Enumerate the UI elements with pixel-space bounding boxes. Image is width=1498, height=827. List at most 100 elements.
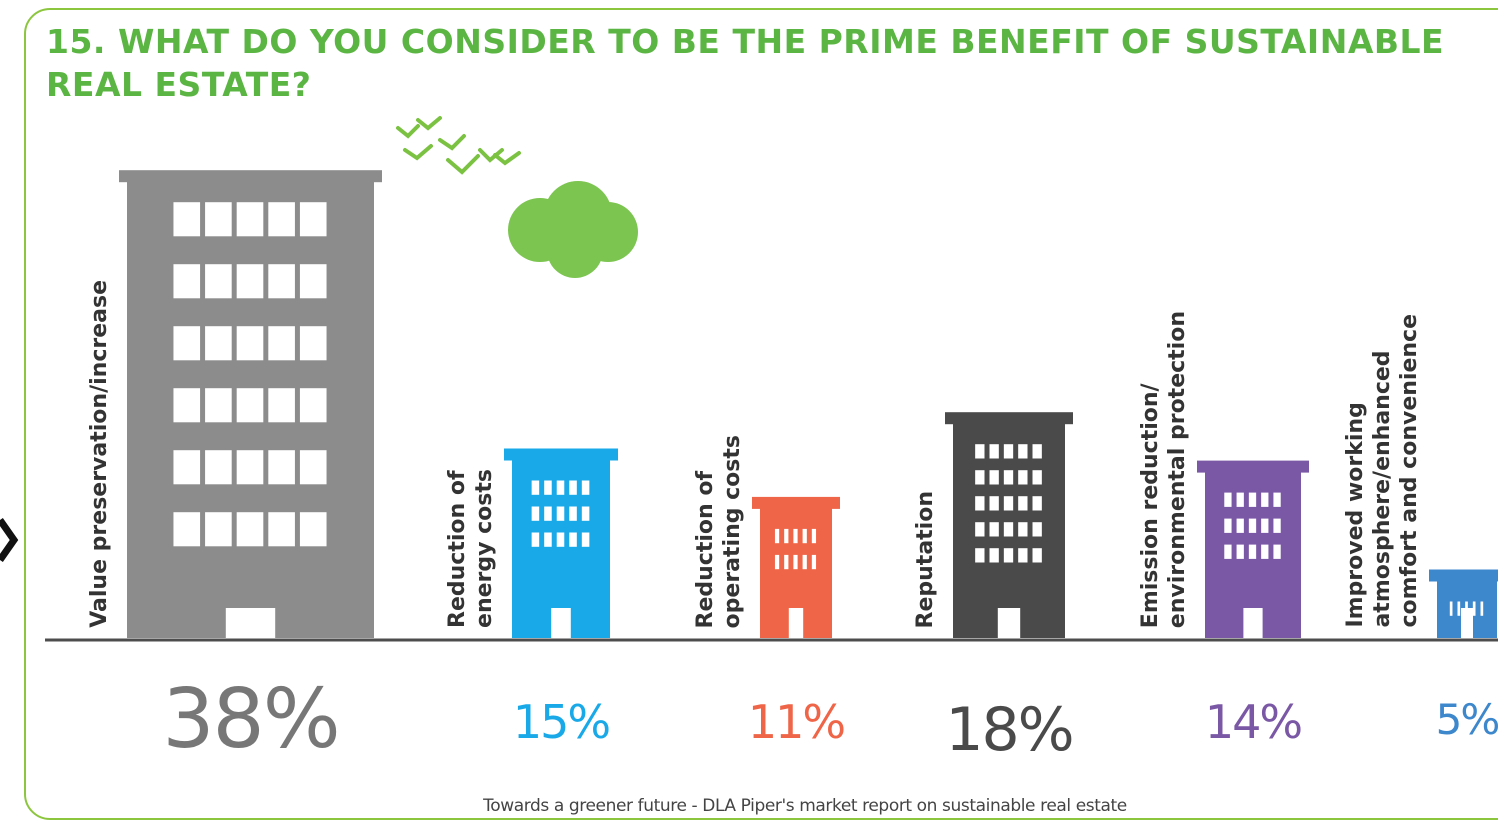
window bbox=[1018, 522, 1027, 536]
window bbox=[268, 512, 295, 546]
window bbox=[1018, 548, 1027, 562]
window bbox=[1273, 545, 1280, 559]
window bbox=[268, 202, 295, 236]
window bbox=[1261, 545, 1268, 559]
roof bbox=[752, 497, 840, 509]
window bbox=[812, 529, 816, 543]
window bbox=[1004, 548, 1013, 562]
window bbox=[1237, 519, 1244, 533]
source: Towards a greener future - DLA Piper's m… bbox=[0, 796, 1498, 816]
window bbox=[1004, 496, 1013, 510]
window bbox=[173, 264, 200, 298]
window bbox=[569, 507, 577, 521]
window bbox=[1018, 496, 1027, 510]
window bbox=[1018, 444, 1027, 458]
window bbox=[237, 512, 264, 546]
window bbox=[300, 264, 327, 298]
birds bbox=[398, 118, 519, 172]
window bbox=[582, 481, 590, 495]
roof bbox=[119, 170, 382, 182]
window bbox=[1033, 496, 1042, 510]
window bbox=[205, 264, 232, 298]
chevron bbox=[0, 520, 14, 560]
window bbox=[784, 555, 788, 569]
window bbox=[1033, 522, 1042, 536]
window bbox=[1249, 493, 1256, 507]
window bbox=[173, 326, 200, 360]
roof bbox=[1197, 461, 1309, 473]
window bbox=[1033, 548, 1042, 562]
window bbox=[205, 326, 232, 360]
category-label: Reduction of operating costs bbox=[692, 435, 746, 628]
window bbox=[557, 507, 565, 521]
window bbox=[544, 533, 552, 547]
window bbox=[173, 450, 200, 484]
window bbox=[803, 555, 807, 569]
door bbox=[789, 608, 803, 638]
window bbox=[989, 444, 998, 458]
window bbox=[205, 388, 232, 422]
window bbox=[989, 522, 998, 536]
window bbox=[1249, 545, 1256, 559]
window bbox=[569, 533, 577, 547]
window bbox=[544, 481, 552, 495]
window bbox=[268, 450, 295, 484]
window bbox=[237, 450, 264, 484]
window bbox=[1249, 519, 1256, 533]
door bbox=[226, 608, 275, 638]
category-label: Improved working atmosphere/enhanced com… bbox=[1342, 314, 1423, 628]
window bbox=[544, 507, 552, 521]
window bbox=[1224, 519, 1231, 533]
window bbox=[205, 202, 232, 236]
value-label: 5% bbox=[1317, 695, 1498, 744]
window bbox=[1450, 602, 1453, 616]
window bbox=[300, 326, 327, 360]
window bbox=[1237, 545, 1244, 559]
window bbox=[975, 444, 984, 458]
window bbox=[1273, 493, 1280, 507]
window bbox=[1224, 545, 1231, 559]
category-label: Reputation bbox=[912, 491, 939, 628]
window bbox=[1237, 493, 1244, 507]
window bbox=[1261, 519, 1268, 533]
window bbox=[1018, 470, 1027, 484]
window bbox=[975, 548, 984, 562]
roof bbox=[945, 412, 1073, 424]
roof bbox=[504, 449, 618, 461]
roof bbox=[1429, 570, 1498, 582]
door bbox=[551, 608, 571, 638]
value-label: 38% bbox=[101, 672, 401, 767]
page: {"chart_data": {"type": "bar", "title": … bbox=[0, 0, 1498, 827]
category-label: Reduction of energy costs bbox=[444, 469, 498, 628]
window bbox=[268, 264, 295, 298]
door bbox=[998, 608, 1020, 638]
window bbox=[812, 555, 816, 569]
window bbox=[1033, 444, 1042, 458]
window bbox=[793, 555, 797, 569]
window bbox=[793, 529, 797, 543]
window bbox=[1004, 470, 1013, 484]
window bbox=[532, 507, 540, 521]
window bbox=[557, 533, 565, 547]
window bbox=[975, 496, 984, 510]
window bbox=[237, 326, 264, 360]
window bbox=[989, 548, 998, 562]
window bbox=[989, 470, 998, 484]
window bbox=[1004, 444, 1013, 458]
window bbox=[173, 202, 200, 236]
window bbox=[1481, 602, 1484, 616]
window bbox=[803, 529, 807, 543]
window bbox=[1473, 602, 1476, 616]
window bbox=[237, 264, 264, 298]
window bbox=[237, 388, 264, 422]
window bbox=[775, 529, 779, 543]
window bbox=[205, 450, 232, 484]
category-label: Value preservation/increase bbox=[86, 280, 113, 628]
window bbox=[173, 512, 200, 546]
cloud bbox=[508, 181, 638, 278]
window bbox=[1004, 522, 1013, 536]
window bbox=[975, 522, 984, 536]
door bbox=[1243, 608, 1262, 638]
window bbox=[1261, 493, 1268, 507]
window bbox=[173, 388, 200, 422]
